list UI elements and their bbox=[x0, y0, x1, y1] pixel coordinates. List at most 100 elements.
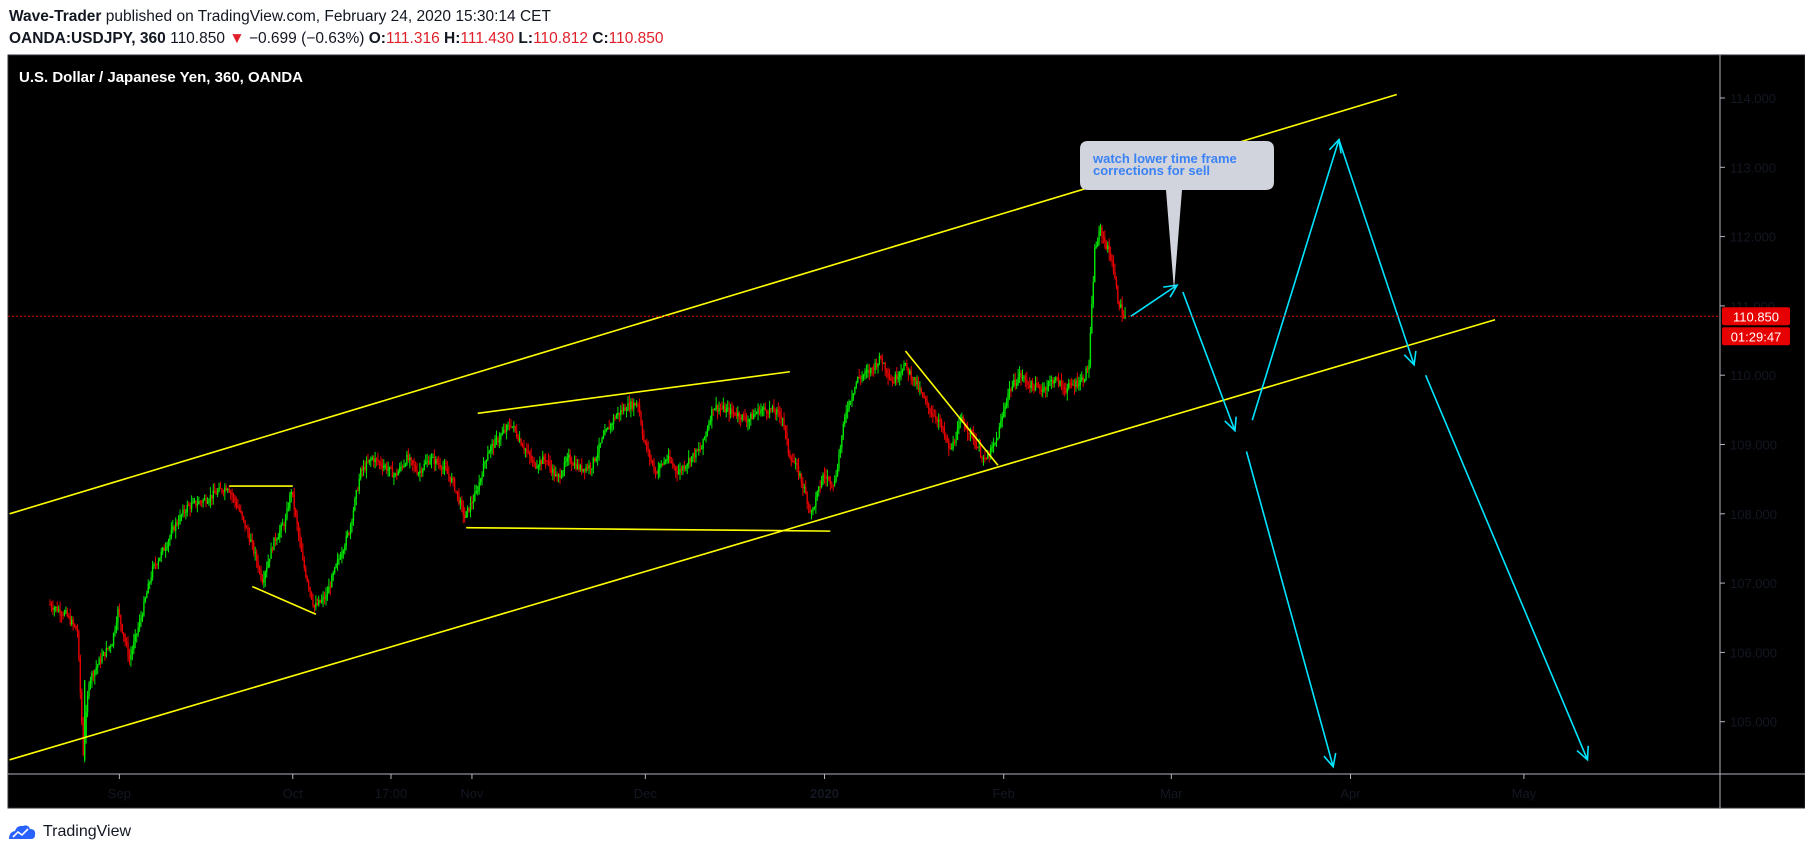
candle-body bbox=[263, 578, 265, 584]
candle-body bbox=[407, 454, 410, 461]
candle-body bbox=[229, 492, 232, 494]
candle-body bbox=[930, 412, 933, 414]
candle-body bbox=[1059, 380, 1061, 386]
candle-body bbox=[459, 500, 462, 504]
candle-body bbox=[306, 576, 308, 582]
candle-body bbox=[985, 458, 988, 460]
candle-body bbox=[413, 463, 415, 466]
projection-line bbox=[1245, 451, 1334, 767]
candle-body bbox=[839, 447, 842, 455]
candle-body bbox=[851, 396, 853, 402]
candle-body bbox=[608, 427, 610, 430]
candle-body bbox=[832, 484, 834, 486]
high-value: 111.430 bbox=[460, 30, 515, 47]
candle-body bbox=[881, 358, 884, 364]
candle-body bbox=[303, 559, 306, 569]
candle-body bbox=[57, 609, 60, 612]
candle-body bbox=[342, 550, 345, 554]
candle-body bbox=[225, 487, 227, 491]
candle-body bbox=[391, 467, 394, 478]
candle-body bbox=[1089, 332, 1092, 366]
candle-body bbox=[929, 408, 931, 413]
candle-body bbox=[404, 464, 407, 466]
candle-body bbox=[1000, 420, 1002, 427]
candle-body bbox=[1081, 377, 1083, 380]
candle-body bbox=[157, 560, 160, 565]
candle-body bbox=[763, 407, 765, 410]
candle-body bbox=[702, 438, 704, 449]
high-label: H: bbox=[444, 30, 461, 47]
time-axis[interactable]: Sep Oct 17:00 Nov Dec 2020 Feb Mar Apr May bbox=[108, 774, 1537, 801]
candle-body bbox=[333, 567, 336, 573]
candle-body bbox=[307, 581, 310, 588]
candle-body bbox=[345, 535, 347, 546]
candle-body bbox=[575, 462, 577, 469]
candle-body bbox=[774, 412, 777, 415]
candle-body bbox=[656, 472, 658, 474]
candle-body bbox=[73, 624, 76, 627]
candle-body bbox=[367, 461, 369, 463]
candle-body bbox=[745, 419, 748, 423]
candle-body bbox=[114, 629, 116, 634]
y-tick-label: 105.000 bbox=[1730, 715, 1777, 730]
footer-brand[interactable]: TradingView bbox=[43, 823, 132, 840]
candle-body bbox=[95, 667, 97, 671]
candle-body bbox=[994, 442, 996, 444]
price-axis[interactable]: 114.000113.000112.000111.000110.000109.0… bbox=[1720, 91, 1777, 730]
candle-body bbox=[570, 462, 573, 465]
candle-body bbox=[299, 534, 301, 543]
candle-body bbox=[543, 456, 545, 460]
candle-body bbox=[251, 539, 253, 543]
candle-body bbox=[714, 408, 716, 411]
candle-body bbox=[682, 466, 684, 471]
candle-body bbox=[335, 564, 337, 568]
candle-body bbox=[588, 465, 590, 469]
candle-body bbox=[924, 397, 927, 402]
candle-body bbox=[705, 432, 707, 438]
candle-body bbox=[591, 468, 593, 470]
candle-body bbox=[718, 408, 720, 412]
candle-body bbox=[709, 420, 712, 424]
candle-body bbox=[674, 466, 677, 471]
candle-body bbox=[479, 478, 482, 483]
candle-body bbox=[753, 414, 755, 420]
candle-body bbox=[1004, 406, 1006, 410]
candle-body bbox=[784, 426, 787, 432]
candle-body bbox=[218, 487, 220, 492]
low-value: 110.812 bbox=[533, 30, 588, 47]
candle-body bbox=[477, 490, 479, 492]
candle-body bbox=[670, 461, 673, 463]
candle-body bbox=[1114, 271, 1116, 279]
candle-body bbox=[1052, 379, 1054, 384]
candle-body bbox=[1050, 379, 1053, 382]
candle-body bbox=[906, 362, 908, 368]
candle-body bbox=[1108, 245, 1110, 254]
candle-body bbox=[50, 604, 53, 608]
candle-body bbox=[891, 380, 894, 383]
author-name[interactable]: Wave-Trader bbox=[9, 8, 102, 25]
candle-body bbox=[1047, 382, 1050, 387]
candle-body bbox=[961, 417, 963, 422]
candle-body bbox=[812, 507, 814, 512]
candle-body bbox=[1094, 247, 1096, 283]
candle-body bbox=[440, 467, 443, 470]
candle-body bbox=[273, 537, 275, 551]
close-value: 110.850 bbox=[608, 30, 664, 47]
candle-body bbox=[501, 432, 503, 435]
tradingview-logo-icon[interactable] bbox=[7, 822, 37, 842]
candle-body bbox=[416, 470, 418, 474]
candle-body bbox=[313, 605, 316, 608]
candle-body bbox=[966, 429, 969, 433]
candle-body bbox=[936, 419, 938, 422]
candle-body bbox=[557, 474, 560, 477]
callout[interactable]: watch lower time frame corrections for s… bbox=[1080, 141, 1274, 290]
candle-body bbox=[618, 412, 621, 415]
candle-body bbox=[169, 536, 171, 541]
candle-body bbox=[1020, 372, 1022, 378]
candle-body bbox=[127, 643, 129, 657]
candle-body bbox=[568, 454, 570, 458]
candle-body bbox=[1033, 385, 1035, 391]
candle-body bbox=[199, 501, 201, 503]
trendline-wedge-bottom bbox=[251, 585, 317, 616]
